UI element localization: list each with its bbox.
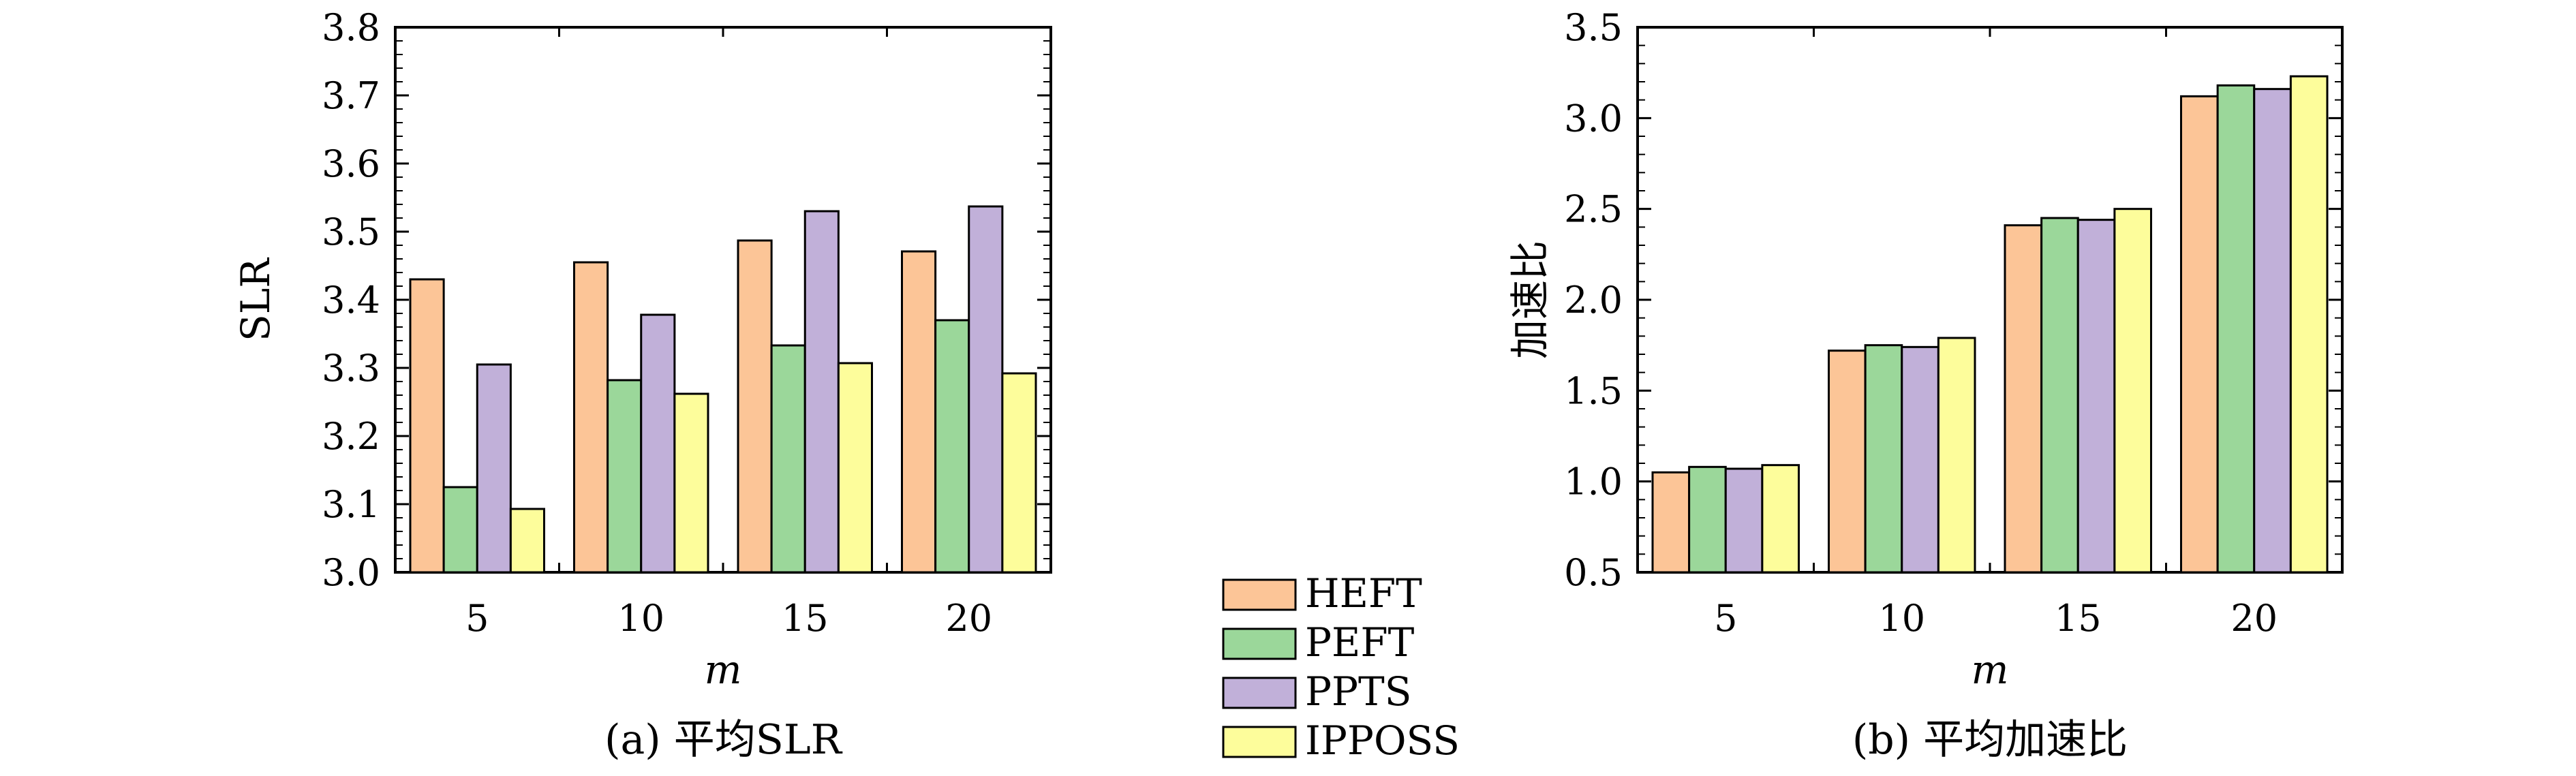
chart-b-ytick-label: 2.5 [1564, 188, 1623, 231]
chart-b-bar-peft-10 [1864, 344, 1903, 574]
legend-swatch-heft [1222, 578, 1297, 611]
chart-a-ytick-label: 3.0 [322, 551, 380, 594]
chart-b-xtick-label: 15 [2055, 597, 2102, 640]
chart-a-bar-ipposs-20 [1001, 372, 1037, 574]
chart-a-xtick-label: 10 [617, 597, 664, 640]
chart-a-bar-ppts-10 [640, 313, 676, 574]
chart-b-bar-ppts-15 [2076, 219, 2116, 574]
chart-a-bar-ppts-15 [803, 210, 840, 574]
chart-a-ytick-label: 3.6 [322, 142, 380, 185]
chart-a-xtick-label: 15 [782, 597, 829, 640]
chart-b-bar-heft-15 [2004, 224, 2043, 574]
legend-swatch-ppts [1222, 677, 1297, 709]
chart-a-ytick-label: 3.7 [322, 74, 380, 117]
chart-a-bar-ipposs-15 [837, 362, 873, 574]
chart-a-bar-peft-15 [770, 344, 806, 574]
chart-a-ytick-label: 3.5 [322, 211, 380, 253]
chart-a-xlabel: m [705, 647, 742, 693]
chart-a-bar-heft-15 [737, 239, 773, 574]
chart-a-bar-heft-10 [573, 261, 609, 574]
chart-b-bar-ipposs-10 [1937, 337, 1976, 574]
chart-a-ytick-label: 3.1 [322, 483, 380, 526]
chart-a-bar-peft-20 [934, 319, 970, 574]
chart-b-bar-heft-10 [1828, 350, 1867, 574]
chart-a-caption: (a) 平均SLR [604, 716, 843, 764]
chart-b-bar-ipposs-15 [2113, 208, 2152, 574]
chart-a-bar-heft-5 [409, 278, 445, 574]
chart-b-ytick-label: 2.0 [1564, 279, 1623, 322]
chart-a-xtick-label: 20 [945, 597, 992, 640]
chart-a-ytick-label: 3.2 [322, 415, 380, 458]
chart-b-ylabel: 加速比 [1507, 240, 1553, 359]
chart-a-bar-ppts-20 [968, 205, 1004, 574]
legend-label-ipposs: IPPOSS [1305, 717, 1460, 764]
chart-a-ylabel: SLR [232, 257, 279, 341]
chart-a-bar-heft-20 [901, 250, 937, 574]
chart-b-bar-ppts-20 [2253, 88, 2292, 574]
chart-a-ytick-label: 3.8 [322, 6, 380, 49]
chart-b-xlabel: m [1972, 647, 2009, 693]
chart-b-xtick-label: 20 [2230, 597, 2278, 640]
chart-b-bar-ipposs-5 [1761, 464, 1800, 574]
chart-b-bar-heft-5 [1651, 471, 1691, 574]
legend-swatch-peft [1222, 627, 1297, 660]
chart-b-xtick-label: 5 [1714, 597, 1737, 640]
chart-a: SLR m (a) 平均SLR 3.0 3.1 3.2 3.3 3.4 3.5 3.6 3.7… [232, 6, 1052, 764]
chart-b-bar-peft-15 [2040, 217, 2079, 574]
chart-a-bar-ipposs-10 [673, 392, 709, 574]
chart-b-bar-peft-5 [1688, 465, 1727, 574]
chart-b-caption: (b) 平均加速比 [1852, 716, 2128, 764]
chart-b-bar-ipposs-20 [2289, 75, 2329, 574]
chart-b-ytick-label: 3.5 [1564, 6, 1623, 49]
legend-label-ppts: PPTS [1305, 668, 1411, 715]
legend: HEFT PEFT PPTS IPPOSS [1222, 570, 1460, 764]
chart-a-ytick-label: 3.4 [322, 279, 380, 322]
chart-b-xtick-label: 10 [1878, 597, 1925, 640]
chart-b: 加速比 m (b) 平均加速比 0.5 1.0 1.5 2.0 2.5 3.0 3.5 5 10… [1507, 6, 2344, 764]
chart-a-bar-ppts-5 [476, 363, 512, 574]
legend-label-heft: HEFT [1305, 570, 1422, 617]
chart-b-bar-heft-20 [2180, 95, 2219, 574]
chart-a-bar-peft-10 [607, 379, 643, 574]
chart-b-ytick-label: 3.0 [1564, 97, 1623, 140]
chart-b-ytick-label: 1.5 [1564, 369, 1623, 412]
chart-b-bar-ppts-5 [1724, 467, 1764, 574]
legend-swatch-ipposs [1222, 726, 1297, 758]
chart-b-ytick-label: 1.0 [1564, 461, 1623, 503]
chart-b-ytick-label: 0.5 [1564, 551, 1623, 594]
chart-b-bar-ppts-10 [1901, 345, 1939, 574]
chart-a-bar-ipposs-5 [509, 508, 545, 574]
chart-a-bar-peft-5 [442, 486, 478, 574]
chart-a-ytick-label: 3.3 [322, 347, 380, 390]
chart-b-bar-peft-20 [2216, 84, 2256, 574]
chart-a-xtick-label: 5 [465, 597, 489, 640]
legend-label-peft: PEFT [1305, 619, 1415, 666]
